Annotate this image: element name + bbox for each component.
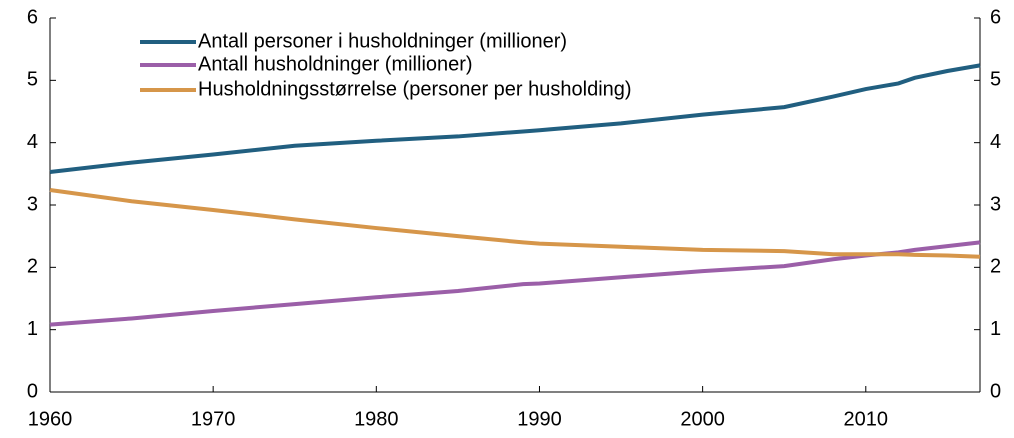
legend-label: Antall personer i husholdninger (million… bbox=[198, 30, 567, 52]
y2-tick-label: 1 bbox=[990, 318, 1001, 340]
x-tick-label: 1960 bbox=[28, 408, 73, 430]
y2-tick-label: 0 bbox=[990, 380, 1001, 402]
data-line bbox=[49, 188, 981, 259]
x-tick-label: 2000 bbox=[680, 408, 725, 430]
legend-label: Husholdningsstørrelse (personer per hush… bbox=[198, 78, 632, 100]
y-tick-label: 6 bbox=[27, 6, 38, 28]
y-tick-label: 2 bbox=[27, 256, 38, 278]
x-tick-label: 1980 bbox=[354, 408, 399, 430]
y2-tick-label: 6 bbox=[990, 6, 1001, 28]
x-tick-label: 1990 bbox=[517, 408, 562, 430]
y-tick-label: 1 bbox=[27, 318, 38, 340]
y-tick-label: 0 bbox=[27, 380, 38, 402]
y2-tick-label: 4 bbox=[990, 131, 1001, 153]
x-tick-label: 1970 bbox=[191, 408, 236, 430]
y2-tick-label: 5 bbox=[990, 69, 1001, 91]
y2-tick-label: 3 bbox=[990, 193, 1001, 215]
y-tick-label: 4 bbox=[27, 131, 38, 153]
data-line bbox=[49, 63, 981, 174]
legend-label: Antall husholdninger (millioner) bbox=[198, 53, 473, 75]
x-tick-label: 2010 bbox=[844, 408, 889, 430]
y2-tick-label: 2 bbox=[990, 256, 1001, 278]
y-tick-label: 3 bbox=[27, 193, 38, 215]
y-tick-label: 5 bbox=[27, 69, 38, 91]
data-line bbox=[49, 240, 981, 327]
